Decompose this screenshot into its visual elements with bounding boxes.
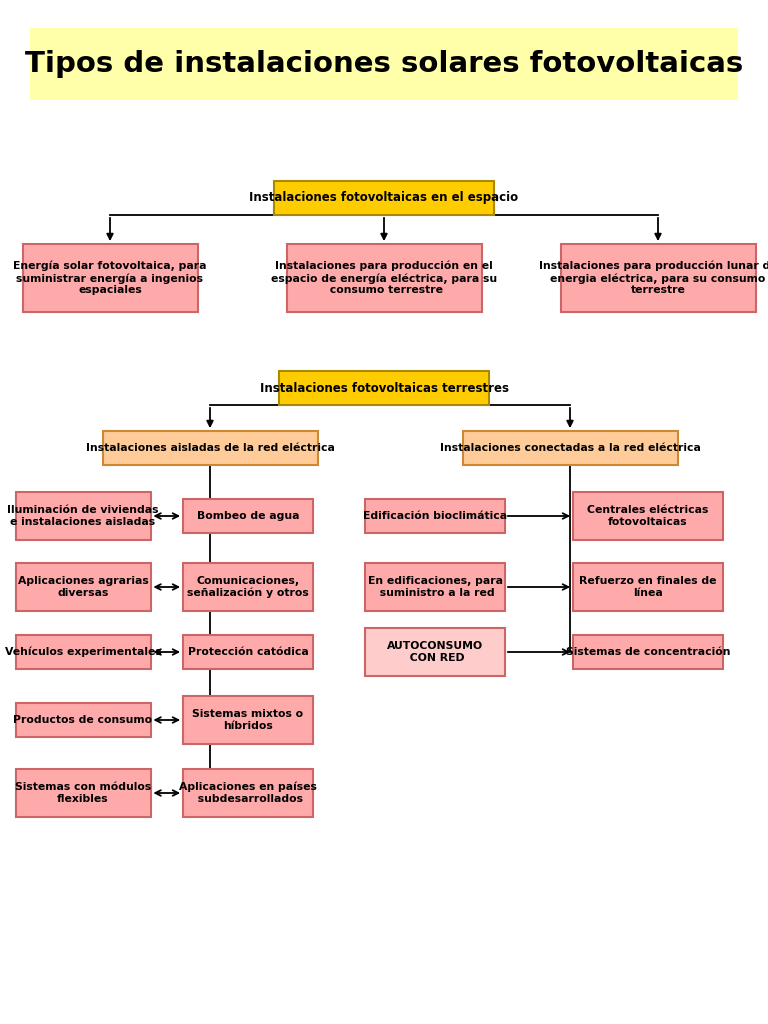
FancyBboxPatch shape [15, 703, 151, 737]
Text: Sistemas de concentración: Sistemas de concentración [566, 647, 730, 657]
Text: Edificación bioclimática: Edificación bioclimática [363, 511, 507, 521]
Text: Vehículos experimentales: Vehículos experimentales [5, 647, 161, 657]
FancyBboxPatch shape [102, 431, 317, 465]
Text: Instalaciones para producción en el
espacio de energía eléctrica, para su
 consu: Instalaciones para producción en el espa… [271, 261, 497, 295]
FancyBboxPatch shape [183, 563, 313, 611]
FancyBboxPatch shape [365, 563, 505, 611]
FancyBboxPatch shape [561, 244, 756, 312]
Text: Refuerzo en finales de
línea: Refuerzo en finales de línea [579, 577, 717, 598]
Text: Iluminación de viviendas
e instalaciones aisladas: Iluminación de viviendas e instalaciones… [7, 505, 159, 526]
Text: Instalaciones aisladas de la red eléctrica: Instalaciones aisladas de la red eléctri… [85, 443, 334, 453]
Text: Instalaciones fotovoltaicas en el espacio: Instalaciones fotovoltaicas en el espaci… [250, 191, 518, 205]
FancyBboxPatch shape [573, 492, 723, 540]
Text: Protección catódica: Protección catódica [187, 647, 309, 657]
FancyBboxPatch shape [183, 635, 313, 669]
Text: Aplicaciones en países
 subdesarrollados: Aplicaciones en países subdesarrollados [179, 782, 317, 804]
FancyBboxPatch shape [365, 628, 505, 676]
Text: AUTOCONSUMO
 CON RED: AUTOCONSUMO CON RED [387, 641, 483, 663]
FancyBboxPatch shape [274, 181, 494, 215]
Text: Energía solar fotovoltaica, para
suministrar energía a ingenios
espaciales: Energía solar fotovoltaica, para suminis… [13, 261, 207, 295]
Text: Sistemas con módulos
flexibles: Sistemas con módulos flexibles [15, 782, 151, 804]
FancyBboxPatch shape [15, 563, 151, 611]
FancyBboxPatch shape [183, 499, 313, 534]
FancyBboxPatch shape [279, 371, 489, 406]
FancyBboxPatch shape [183, 696, 313, 744]
FancyBboxPatch shape [22, 244, 197, 312]
FancyBboxPatch shape [286, 244, 482, 312]
FancyBboxPatch shape [15, 769, 151, 817]
Text: Instalaciones para producción lunar de
energia eléctrica, para su consumo
terres: Instalaciones para producción lunar de e… [538, 261, 768, 295]
Text: Instalaciones fotovoltaicas terrestres: Instalaciones fotovoltaicas terrestres [260, 382, 508, 394]
FancyBboxPatch shape [365, 499, 505, 534]
Text: Productos de consumo: Productos de consumo [13, 715, 153, 725]
Text: Bombeo de agua: Bombeo de agua [197, 511, 300, 521]
FancyBboxPatch shape [30, 28, 738, 100]
Text: En edificaciones, para
 suministro a la red: En edificaciones, para suministro a la r… [368, 577, 502, 598]
FancyBboxPatch shape [15, 635, 151, 669]
Text: Centrales eléctricas
fotovoltaicas: Centrales eléctricas fotovoltaicas [588, 505, 709, 526]
Text: Aplicaciones agrarias
diversas: Aplicaciones agrarias diversas [18, 577, 148, 598]
FancyBboxPatch shape [462, 431, 677, 465]
FancyBboxPatch shape [183, 769, 313, 817]
Text: Comunicaciones,
señalización y otros: Comunicaciones, señalización y otros [187, 575, 309, 598]
FancyBboxPatch shape [15, 492, 151, 540]
Text: Instalaciones conectadas a la red eléctrica: Instalaciones conectadas a la red eléctr… [439, 443, 700, 453]
Text: Tipos de instalaciones solares fotovoltaicas: Tipos de instalaciones solares fotovolta… [25, 50, 743, 78]
FancyBboxPatch shape [573, 563, 723, 611]
Text: Sistemas mixtos o
híbridos: Sistemas mixtos o híbridos [193, 710, 303, 731]
FancyBboxPatch shape [573, 635, 723, 669]
